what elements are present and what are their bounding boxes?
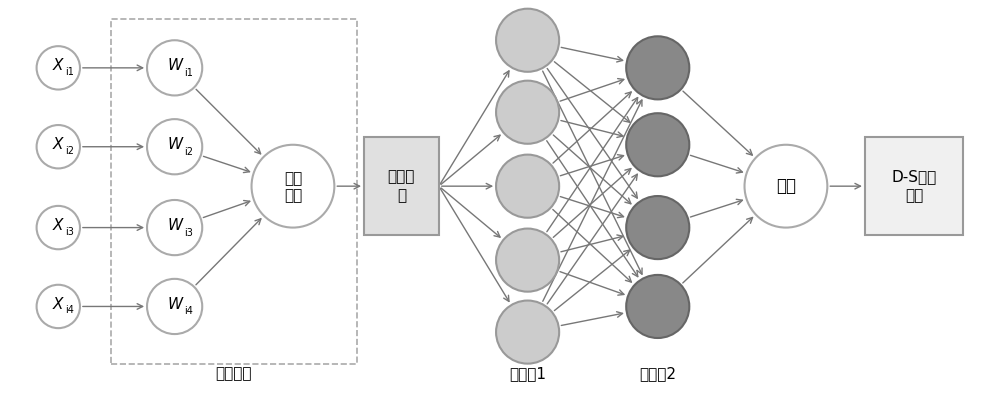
Circle shape — [37, 125, 80, 168]
Circle shape — [496, 228, 559, 292]
Circle shape — [626, 275, 689, 338]
Circle shape — [147, 40, 202, 95]
Text: W: W — [167, 58, 182, 73]
Circle shape — [252, 145, 334, 228]
Text: 数: 数 — [397, 188, 406, 204]
Circle shape — [496, 81, 559, 144]
Text: i3: i3 — [184, 228, 193, 238]
Circle shape — [626, 36, 689, 99]
Text: i1: i1 — [184, 68, 193, 78]
Circle shape — [496, 154, 559, 218]
Text: W: W — [167, 218, 182, 233]
Text: 激活函: 激活函 — [388, 169, 415, 184]
Text: i1: i1 — [65, 67, 74, 77]
Bar — [111, 19, 357, 364]
FancyBboxPatch shape — [865, 137, 963, 236]
Circle shape — [147, 119, 202, 174]
Circle shape — [626, 113, 689, 176]
Text: i4: i4 — [65, 305, 74, 315]
Text: W: W — [167, 137, 182, 152]
Circle shape — [37, 285, 80, 328]
Text: i4: i4 — [184, 307, 193, 316]
Circle shape — [745, 145, 827, 228]
Circle shape — [496, 301, 559, 364]
Text: W: W — [167, 297, 182, 312]
Text: X: X — [53, 297, 64, 312]
Text: X: X — [53, 137, 64, 152]
Text: 输出: 输出 — [776, 177, 796, 195]
Text: 权重分配: 权重分配 — [216, 366, 252, 381]
Text: 隐藏层2: 隐藏层2 — [639, 366, 676, 381]
Text: 隐藏层1: 隐藏层1 — [509, 366, 546, 381]
Text: 结点: 结点 — [284, 188, 302, 204]
Text: i2: i2 — [65, 146, 74, 156]
Circle shape — [147, 279, 202, 334]
Circle shape — [147, 200, 202, 255]
Text: X: X — [53, 58, 64, 73]
Circle shape — [37, 206, 80, 249]
Circle shape — [626, 196, 689, 259]
Text: D-S证据: D-S证据 — [891, 169, 937, 184]
FancyBboxPatch shape — [364, 137, 439, 236]
Text: i3: i3 — [65, 227, 74, 236]
Text: i2: i2 — [184, 147, 193, 157]
Text: 理论: 理论 — [905, 188, 923, 204]
Text: X: X — [53, 218, 64, 233]
Circle shape — [496, 9, 559, 72]
Text: 求和: 求和 — [284, 171, 302, 186]
Circle shape — [37, 46, 80, 89]
